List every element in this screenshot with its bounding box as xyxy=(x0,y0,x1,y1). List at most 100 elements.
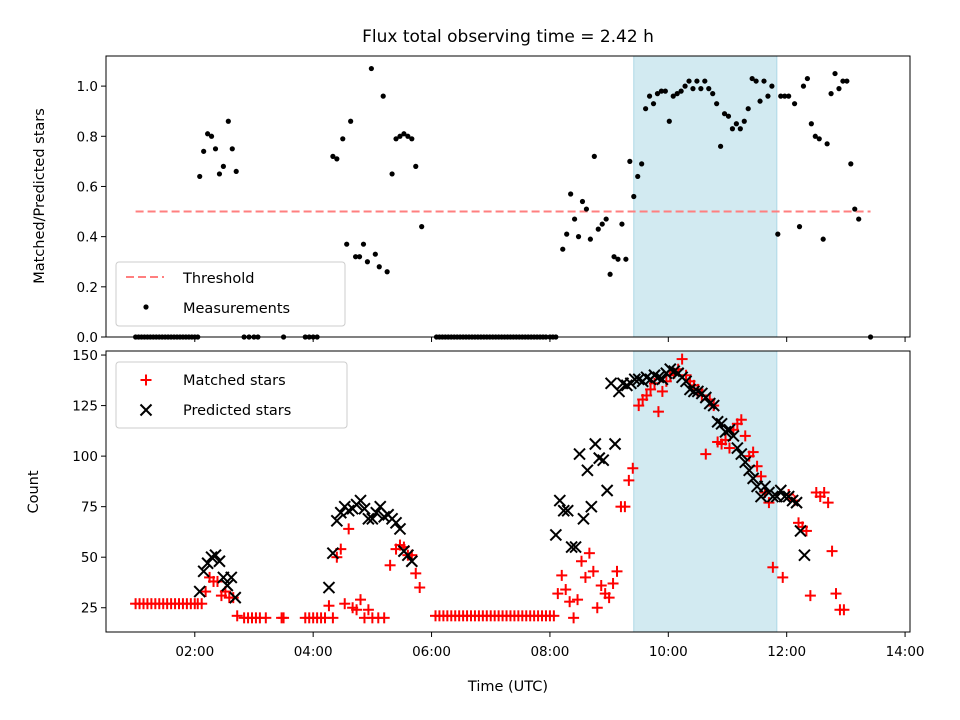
measurement-point xyxy=(376,264,382,270)
measurement-point xyxy=(828,91,834,97)
measurement-point xyxy=(393,136,399,142)
measurement-point xyxy=(765,93,771,99)
measurement-point xyxy=(220,163,226,169)
predicted-star-point xyxy=(229,591,242,604)
predicted-star-point xyxy=(358,502,371,515)
measurement-point xyxy=(330,153,336,159)
x-axis-label: Time (UTC) xyxy=(467,679,548,695)
measurement-point xyxy=(804,75,811,82)
predicted-star-point xyxy=(778,490,791,503)
matched-star-point xyxy=(627,462,639,474)
top-legend: Threshold Measurements xyxy=(115,261,346,327)
measurement-point xyxy=(603,216,609,222)
predicted-star-point xyxy=(766,490,780,503)
measurement-point xyxy=(844,78,850,84)
predicted-star-point xyxy=(330,514,344,528)
predicted-star-point xyxy=(656,373,669,386)
measurement-point xyxy=(824,141,830,147)
predicted-star-point xyxy=(727,429,740,443)
predicted-star-point xyxy=(608,437,622,451)
matched-star-point xyxy=(777,571,789,583)
predicted-star-point xyxy=(401,548,415,562)
matched-star-point xyxy=(595,580,607,592)
matched-star-point xyxy=(343,523,355,535)
measurement-point xyxy=(670,93,676,99)
predicted-star-point xyxy=(370,506,383,519)
predicted-star-point xyxy=(731,441,744,455)
measurement-point xyxy=(737,126,743,132)
measurement-point xyxy=(205,131,211,137)
bottom-y-tick-label: 100 xyxy=(72,449,98,465)
bottom-axes-frame xyxy=(105,350,911,633)
matched-star-point xyxy=(763,497,775,509)
measurement-point xyxy=(658,88,665,94)
measurement-point xyxy=(808,121,814,127)
predicted-star-point xyxy=(746,472,760,485)
measurement-point xyxy=(401,131,407,137)
predicted-star-point xyxy=(739,455,752,469)
measurement-point xyxy=(786,93,792,99)
measurement-point xyxy=(690,86,696,92)
matched-star-point xyxy=(652,406,664,418)
measurement-point xyxy=(717,143,724,149)
bottom-x-tick-label: 08:00 xyxy=(530,644,569,660)
measurement-point xyxy=(583,206,590,212)
measurement-point xyxy=(856,216,862,222)
measurement-point xyxy=(595,226,601,232)
matched-star-point xyxy=(355,594,367,606)
measurement-point xyxy=(745,106,751,112)
measurement-point xyxy=(212,146,219,152)
predicted-star-point xyxy=(790,496,803,509)
matched-star-point xyxy=(410,567,422,579)
predicted-star-point xyxy=(197,565,210,578)
predicted-star-point xyxy=(573,447,586,461)
predicted-star-point xyxy=(193,585,206,598)
matched-star-point xyxy=(556,569,568,581)
matched-star-point xyxy=(583,547,595,559)
predicted-star-point xyxy=(612,385,626,398)
predicted-star-point xyxy=(213,555,226,568)
matched-star-point xyxy=(747,446,759,458)
matched-star-point xyxy=(196,598,208,610)
bottom-y-tick-label: 50 xyxy=(81,550,98,566)
matched-star-point xyxy=(680,369,692,381)
predicted-star-point xyxy=(794,524,807,538)
predicted-star-point xyxy=(354,494,367,507)
measurement-point xyxy=(650,101,657,107)
predicted-star-point xyxy=(679,375,693,388)
matched-star-point xyxy=(611,565,623,577)
top-y-tick-label: 0.4 xyxy=(77,230,98,246)
measurement-point xyxy=(360,241,367,247)
predicted-star-point xyxy=(209,548,222,562)
measurement-point xyxy=(840,78,846,84)
measurement-point xyxy=(646,93,653,99)
measurement-point xyxy=(623,256,629,262)
measurement-point xyxy=(639,161,645,167)
measurement-point xyxy=(591,153,597,159)
matched-star-point xyxy=(623,474,635,486)
matched-star-point xyxy=(800,525,812,537)
matched-star-point xyxy=(572,594,584,606)
bottom-data-layer xyxy=(130,353,850,624)
matched-star-point xyxy=(260,612,272,624)
predicted-star-point xyxy=(405,555,419,568)
measurement-point xyxy=(702,78,708,84)
predicted-star-point xyxy=(366,512,379,525)
measurement-point xyxy=(852,206,858,212)
measurement-point xyxy=(820,236,826,242)
measurement-point xyxy=(714,101,720,107)
bottom-x-tick-label: 04:00 xyxy=(294,644,333,660)
matched-star-point xyxy=(767,561,779,573)
measurement-point xyxy=(761,78,767,84)
measurement-point xyxy=(419,224,425,230)
matched-star-point xyxy=(633,400,645,412)
bottom-y-axis-label: Count xyxy=(26,470,42,513)
measurement-point xyxy=(706,86,712,92)
matched-star-point xyxy=(378,612,390,624)
measurement-point xyxy=(678,88,684,94)
measurement-point xyxy=(778,93,784,99)
matched-star-point xyxy=(339,598,351,610)
predicted-star-point xyxy=(581,464,594,477)
measurement-point xyxy=(619,221,625,227)
bottom-y-tick-label: 75 xyxy=(81,500,98,516)
